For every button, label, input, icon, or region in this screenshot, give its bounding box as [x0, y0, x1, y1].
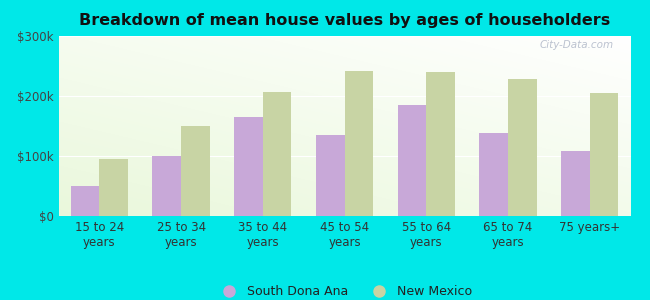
Bar [426, 72, 455, 216]
Bar [590, 93, 618, 216]
Bar [344, 71, 373, 216]
Bar [561, 151, 590, 216]
Bar [398, 105, 426, 216]
Bar [316, 135, 344, 216]
Title: Breakdown of mean house values by ages of householders: Breakdown of mean house values by ages o… [79, 13, 610, 28]
Bar [99, 159, 128, 216]
Bar [508, 79, 536, 216]
Bar [234, 117, 263, 216]
Text: City-Data.com: City-Data.com [540, 40, 614, 50]
Bar [71, 186, 99, 216]
Bar [153, 156, 181, 216]
Legend: South Dona Ana, New Mexico: South Dona Ana, New Mexico [212, 280, 477, 300]
Bar [263, 92, 291, 216]
Bar [479, 133, 508, 216]
Bar [181, 126, 210, 216]
